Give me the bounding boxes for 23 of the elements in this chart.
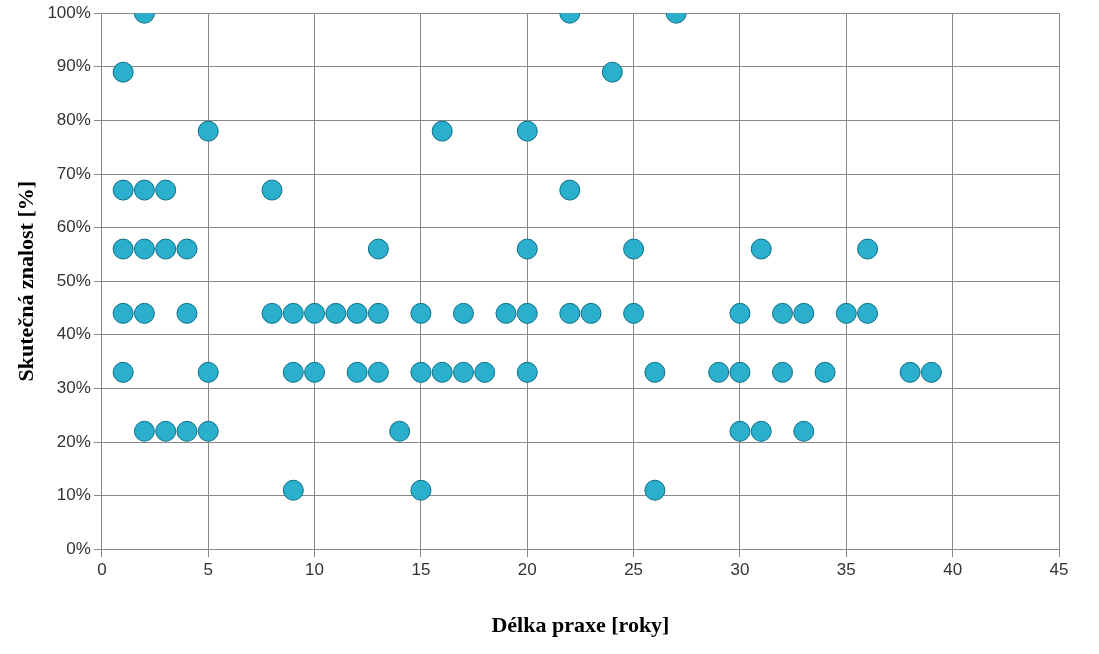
y-tick-label: 60%	[56, 217, 91, 237]
y-axis-title: Skutečná znalost [%]	[12, 180, 38, 382]
x-tick-label: 15	[411, 560, 431, 580]
x-tick-label: 5	[203, 560, 213, 580]
y-tick-label: 90%	[56, 56, 91, 76]
x-tick-label: 20	[517, 560, 537, 580]
y-tick-label: 80%	[56, 110, 91, 130]
x-tick-label: 45	[1049, 560, 1069, 580]
y-tick-label: 50%	[56, 270, 91, 290]
y-tick-label: 40%	[56, 324, 91, 344]
y-tick-label: 10%	[56, 485, 91, 505]
x-tick-label: 40	[943, 560, 963, 580]
x-tick-label: 30	[730, 560, 750, 580]
x-axis-title: Délka praxe [roky]	[491, 612, 670, 638]
y-tick-label: 20%	[56, 431, 91, 451]
y-tick-label: 0%	[66, 538, 91, 558]
y-tick-label: 30%	[56, 378, 91, 398]
x-tick-label: 10	[305, 560, 325, 580]
y-tick-label: 70%	[56, 163, 91, 183]
x-tick-label: 35	[836, 560, 856, 580]
x-tick-label: 0	[97, 560, 107, 580]
y-tick-label: 100%	[47, 2, 91, 22]
x-tick-label: 25	[624, 560, 644, 580]
